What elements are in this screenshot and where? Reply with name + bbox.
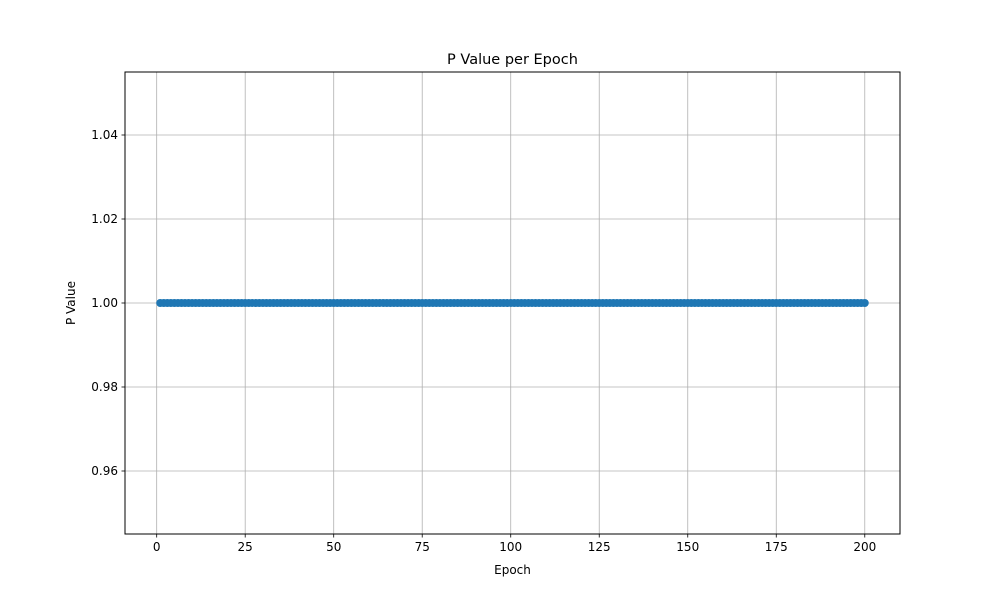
y-tick-label: 1.04 — [91, 128, 118, 142]
x-tick-label: 25 — [238, 540, 253, 554]
chart-title: P Value per Epoch — [447, 52, 578, 68]
x-tick-label: 150 — [676, 540, 699, 554]
x-tick-label: 75 — [415, 540, 430, 554]
y-axis: 0.96 0.98 1.00 1.02 1.04 — [91, 128, 125, 478]
series-p-value — [156, 299, 869, 307]
x-tick-label: 125 — [588, 540, 611, 554]
y-tick-label: 0.96 — [91, 464, 118, 478]
x-tick-label: 200 — [853, 540, 876, 554]
y-tick-label: 0.98 — [91, 380, 118, 394]
x-tick-label: 50 — [326, 540, 341, 554]
x-axis-label: Epoch — [494, 563, 531, 577]
x-tick-label: 100 — [499, 540, 522, 554]
x-tick-label: 175 — [765, 540, 788, 554]
data-point — [860, 299, 869, 307]
x-tick-label: 0 — [153, 540, 161, 554]
y-tick-label: 1.02 — [91, 212, 118, 226]
x-axis: 0 25 50 75 100 125 150 175 200 — [153, 534, 876, 554]
y-axis-label: P Value — [64, 281, 78, 325]
y-tick-label: 1.00 — [91, 296, 118, 310]
